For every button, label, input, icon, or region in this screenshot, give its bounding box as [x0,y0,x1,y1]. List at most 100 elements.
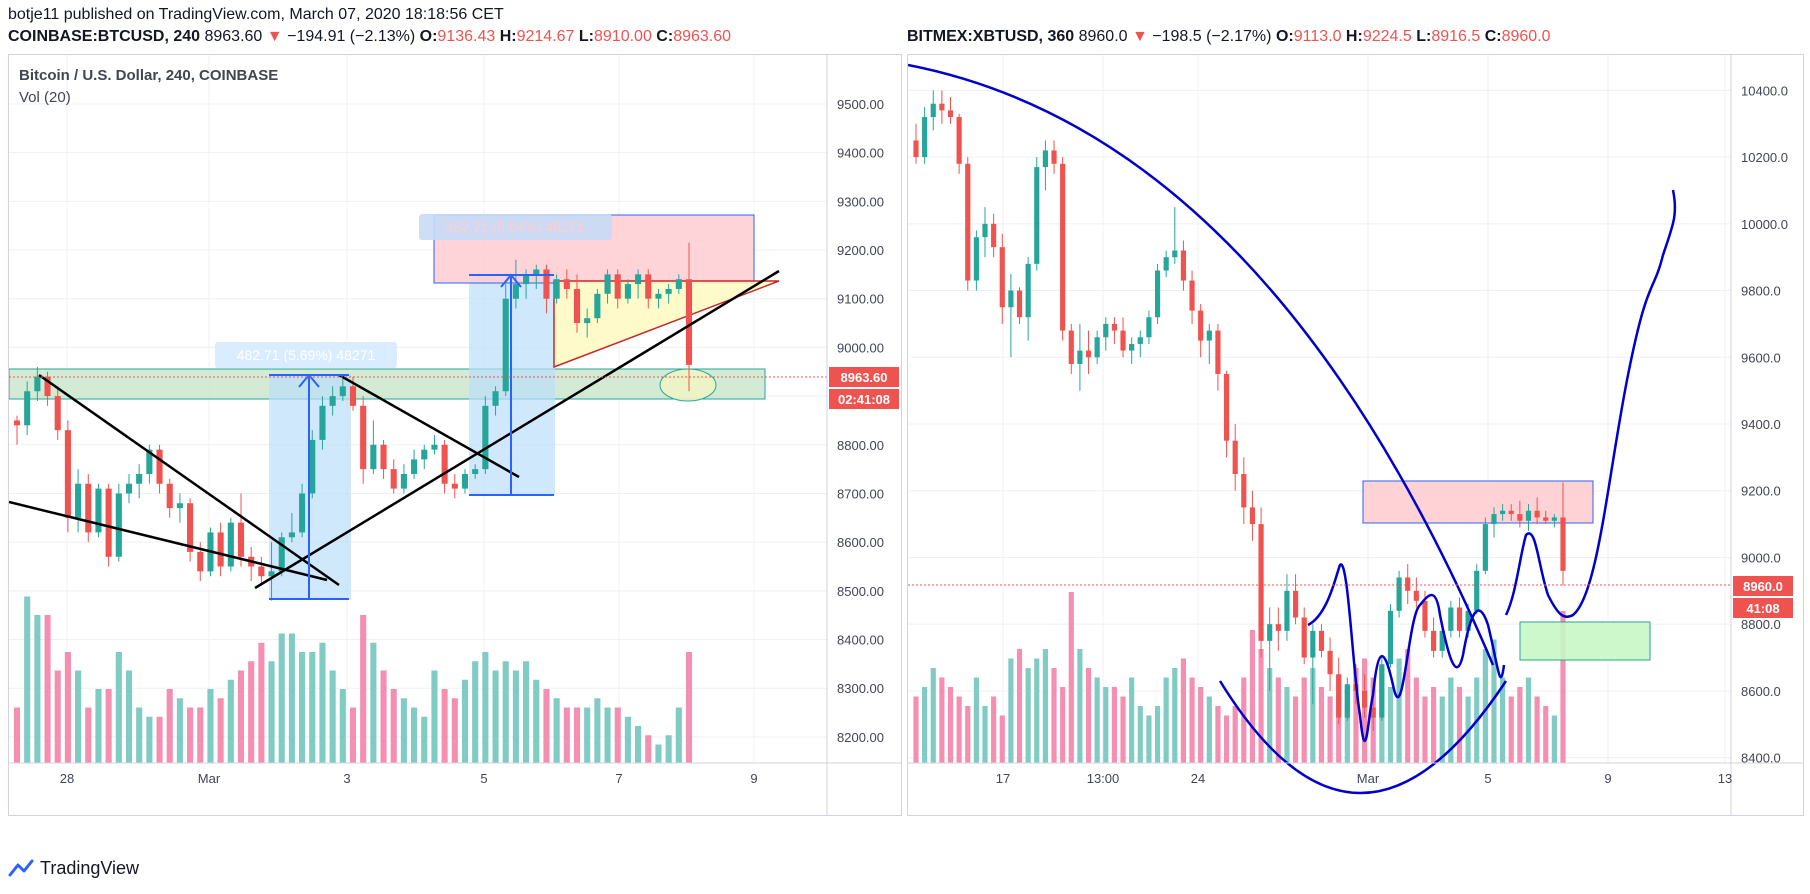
volume-bar [1232,706,1238,763]
countdown-badge-text: 41:08 [1746,601,1779,616]
tradingview-logo-icon [8,859,34,876]
trendline-mid-falling[interactable] [338,373,520,479]
support-zone[interactable] [9,368,766,400]
volume-bar [1431,687,1437,763]
candle-body [115,493,122,557]
volume-bar [1146,715,1152,763]
volume-bar [34,615,41,763]
candle-body [635,274,642,285]
volume-bar [1456,687,1463,763]
candle-body [472,469,479,474]
volume-bar [1284,687,1290,763]
volume-bar [1387,687,1394,763]
x-tick-label: 9 [1604,771,1611,786]
candle-body [1154,270,1161,318]
left-high: 9214.67 [516,28,575,45]
x-tick-label: 9 [750,771,757,786]
right-down-arrow-icon: ▼ [1131,28,1148,45]
x-tick-label: 5 [480,771,487,786]
volume-bar [258,642,265,763]
candle-body [1189,280,1195,311]
tradingview-brand[interactable]: TradingView [8,858,139,879]
measure-label-1-bg [215,342,397,368]
last-price-badge-text: 8960.0 [1743,579,1783,594]
volume-bar [1491,639,1497,763]
candle-body [965,163,971,281]
candle-body [1413,590,1419,601]
volume-bar [1439,696,1445,763]
left-ohlc-header: COINBASE:BTCUSD, 240 8963.60 ▼ −194.91 (… [8,28,731,46]
target-zone[interactable] [1519,621,1651,661]
volume-bar [1517,687,1523,763]
volume-bar [400,698,407,763]
candle-body [584,318,591,324]
candle-body [136,473,143,484]
trendline-upper-falling[interactable] [38,373,340,587]
highlight-ellipse[interactable] [659,368,717,402]
last-price-badge [829,367,899,387]
volume-bar [299,652,306,763]
candle-body [166,483,173,509]
x-tick-label: 13 [1718,771,1732,786]
volume-bar [947,687,954,763]
right-chart-svg[interactable]: 8400.0 8600.0 8800.0 9000.0 9200.0 9400.0 9600… [908,55,1803,815]
candle-body [1077,350,1083,364]
y-tick-label: 8400.00 [837,633,884,648]
candle-body [1405,577,1411,591]
left-chart-svg[interactable]: 482.71 (5.69%) 48271 482.71 (5.54%) 4827… [9,55,901,815]
volume-bar [956,696,962,763]
candle-body [956,117,962,164]
volume-bar [573,707,581,763]
left-chart-panel[interactable]: 482.71 (5.69%) 48271 482.71 (5.54%) 4827… [8,54,902,816]
trendline-lower-falling[interactable] [9,500,328,582]
volume-bar [329,670,336,763]
candle-body [370,444,377,470]
candle-body [1336,674,1342,718]
y-tick-label: 9600.0 [1741,350,1781,365]
candle-body [441,444,448,484]
countdown-badge [1733,598,1793,618]
candle-body [982,223,988,238]
volume-bar [125,670,133,763]
volume-bar [288,633,295,763]
x-tick-label: 24 [1191,771,1205,786]
countdown-badge [829,389,899,409]
candle-body [1500,510,1506,515]
y-tick-label: 9100.00 [837,292,884,307]
candle-body [13,420,21,426]
projected-path[interactable] [1504,189,1677,619]
volume-bar [1310,668,1316,763]
candle-body [1042,150,1048,168]
volume-bar [24,596,31,763]
candle-body [1301,617,1307,658]
volume-bar [421,716,428,763]
candle-body [217,532,224,567]
triangle-pattern[interactable] [553,280,780,369]
cup-curve[interactable] [1218,680,1508,795]
candle-body [492,391,499,406]
candle-body [95,488,102,533]
left-close: 8963.60 [673,28,732,45]
volume-bar [584,707,591,763]
resistance-zone[interactable] [1362,480,1594,524]
left-h-label: H: [499,28,517,45]
left-c-label: C: [656,28,674,45]
right-chart-panel[interactable]: 8400.0 8600.0 8800.0 9000.0 9200.0 9400.0 9600… [907,54,1804,816]
right-high: 9224.5 [1362,28,1412,45]
candle-body [1431,630,1437,651]
y-tick-label: 8600.00 [837,535,884,550]
candle-body [1068,330,1074,364]
candle-body [502,298,509,392]
big-arc-curve[interactable] [908,63,1495,666]
volume-bar [543,689,550,763]
trendline-rising-support[interactable] [254,269,780,590]
candle-body [1051,150,1057,164]
candle-body [512,284,519,299]
volume-bar [237,670,245,763]
pattern-squiggle[interactable] [1307,563,1506,743]
volume-bar [146,716,153,763]
right-h-label: H: [1345,28,1363,45]
candle-body [1422,600,1428,631]
volume-bar [655,744,662,763]
candle-body [421,449,428,460]
